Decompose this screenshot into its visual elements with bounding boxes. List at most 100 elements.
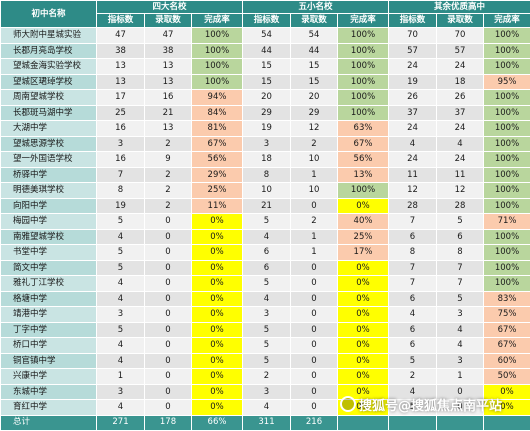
- admitted-cell: 9: [145, 152, 192, 168]
- school-name-cell: 大湖中学: [1, 121, 97, 137]
- total-admitted-cell: 216: [291, 415, 338, 430]
- admitted-cell: 0: [145, 384, 192, 400]
- total-quota-cell: 311: [243, 415, 291, 430]
- admitted-cell: 0: [145, 229, 192, 245]
- admitted-cell: 4: [437, 322, 484, 338]
- quota-cell: 24: [389, 152, 437, 168]
- school-name-cell: 丁字中学: [1, 322, 97, 338]
- quota-cell: 3: [243, 384, 291, 400]
- school-name-cell: 向阳中学: [1, 198, 97, 214]
- admitted-cell: 7: [437, 276, 484, 292]
- rate-cell: 100%: [484, 28, 530, 44]
- school-name-cell: 书堂中学: [1, 245, 97, 261]
- quota-cell: 6: [389, 338, 437, 354]
- rate-cell: 0%: [192, 276, 243, 292]
- rate-cell: 0%: [338, 322, 389, 338]
- quota-cell: 3: [97, 307, 145, 323]
- admitted-cell: 24: [437, 59, 484, 75]
- school-name-cell: 望城思源学校: [1, 136, 97, 152]
- quota-cell: 1: [97, 369, 145, 385]
- admitted-cell: 13: [145, 74, 192, 90]
- rate-cell: 100%: [484, 105, 530, 121]
- admitted-cell: 38: [145, 43, 192, 59]
- admitted-cell: 2: [145, 167, 192, 183]
- quota-cell: 2: [389, 369, 437, 385]
- admitted-cell: 12: [291, 121, 338, 137]
- admitted-cell: 2: [291, 214, 338, 230]
- admitted-cell: 0: [291, 338, 338, 354]
- admitted-cell: 57: [437, 43, 484, 59]
- quota-cell: 44: [243, 43, 291, 59]
- admitted-cell: 2: [145, 198, 192, 214]
- admitted-cell: 54: [291, 28, 338, 44]
- quota-cell: 20: [243, 90, 291, 106]
- admitted-cell: 12: [437, 183, 484, 199]
- rate-cell: 0%: [338, 291, 389, 307]
- total-label-cell: 总计: [1, 415, 97, 430]
- rate-cell: 100%: [484, 90, 530, 106]
- quota-cell: 4: [97, 291, 145, 307]
- admitted-cell: 0: [291, 369, 338, 385]
- admitted-cell: 3: [437, 353, 484, 369]
- total-rate-cell: [484, 415, 530, 430]
- quota-cell: 6: [389, 229, 437, 245]
- rate-cell: 100%: [338, 28, 389, 44]
- header-group-four-schools: 四大名校: [97, 1, 243, 14]
- quota-cell: 5: [97, 214, 145, 230]
- rate-cell: 56%: [338, 152, 389, 168]
- admitted-cell: 28: [437, 198, 484, 214]
- total-admitted-cell: 178: [145, 415, 192, 430]
- header-admitted: 录取数: [145, 14, 192, 28]
- rate-cell: 0%: [192, 260, 243, 276]
- quota-cell: 2: [243, 369, 291, 385]
- admitted-cell: 13: [145, 121, 192, 137]
- rate-cell: 100%: [192, 28, 243, 44]
- rate-cell: 40%: [338, 214, 389, 230]
- quota-cell: 4: [243, 400, 291, 416]
- quota-cell: 4: [97, 276, 145, 292]
- school-name-cell: 梅园中学: [1, 214, 97, 230]
- admitted-cell: 1: [291, 245, 338, 261]
- quota-cell: 8: [243, 167, 291, 183]
- quota-cell: 29: [243, 105, 291, 121]
- school-name-cell: 桥驿中学: [1, 167, 97, 183]
- admitted-cell: 4: [437, 136, 484, 152]
- quota-cell: 8: [389, 245, 437, 261]
- school-name-cell: 简文中学: [1, 260, 97, 276]
- rate-cell: 100%: [484, 276, 530, 292]
- rate-cell: 100%: [484, 136, 530, 152]
- school-name-cell: 铜官镇中学: [1, 353, 97, 369]
- school-name-cell: 长郡月亮岛学校: [1, 43, 97, 59]
- quota-cell: 3: [97, 384, 145, 400]
- admitted-cell: 10: [291, 152, 338, 168]
- quota-cell: 21: [243, 198, 291, 214]
- watermark: 搜狐号@搜狐焦点南平站: [340, 392, 528, 416]
- rate-cell: 67%: [484, 338, 530, 354]
- header-admitted: 录取数: [291, 14, 338, 28]
- quota-cell: 3: [243, 136, 291, 152]
- quota-cell: 4: [243, 291, 291, 307]
- quota-cell: 18: [243, 152, 291, 168]
- rate-cell: 0%: [192, 369, 243, 385]
- rate-cell: 60%: [484, 353, 530, 369]
- admitted-cell: 15: [291, 59, 338, 75]
- quota-cell: 7: [389, 276, 437, 292]
- header-rate: 完成率: [338, 14, 389, 28]
- quota-cell: 6: [389, 322, 437, 338]
- admitted-cell: 0: [291, 198, 338, 214]
- school-name-cell: 桥口中学: [1, 338, 97, 354]
- admitted-cell: 24: [437, 152, 484, 168]
- rate-cell: 0%: [192, 338, 243, 354]
- school-name-cell: 明德美琪学校: [1, 183, 97, 199]
- admitted-cell: 0: [291, 260, 338, 276]
- rate-cell: 56%: [192, 152, 243, 168]
- quota-cell: 4: [97, 400, 145, 416]
- quota-cell: 15: [243, 59, 291, 75]
